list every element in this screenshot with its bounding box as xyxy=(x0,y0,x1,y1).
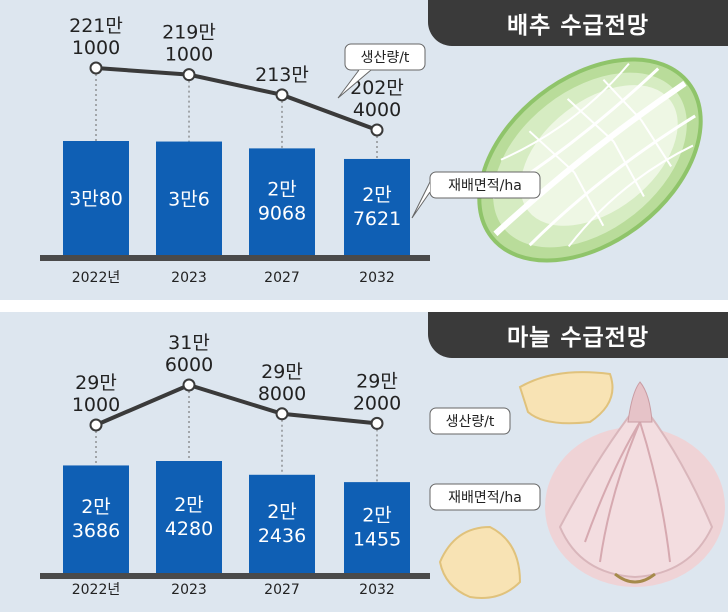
year-label: 2032 xyxy=(359,582,395,598)
production-callout-pointer xyxy=(337,69,372,99)
production-point xyxy=(370,416,384,430)
production-label: 219만 xyxy=(162,22,216,44)
production-label: 6000 xyxy=(165,354,213,376)
production-label: 8000 xyxy=(258,383,306,405)
chart-baseline xyxy=(40,255,430,261)
production-label: 1000 xyxy=(72,394,120,416)
production-label: 2000 xyxy=(353,392,401,414)
year-label: 2027 xyxy=(264,270,300,286)
production-label: 1000 xyxy=(72,37,120,59)
year-label: 2027 xyxy=(264,582,300,598)
production-point xyxy=(89,61,103,75)
year-label: 2032 xyxy=(359,270,395,286)
bar-label: 3만6 xyxy=(168,188,210,210)
production-callout xyxy=(429,407,511,435)
bar-label: 2만 xyxy=(81,496,111,518)
bar-label: 3만80 xyxy=(69,188,123,210)
production-point xyxy=(182,68,196,82)
cabbage-panel: 3만80 2022년 3만6 2023 2만 9068 2027 2만 7621 2032 221만… xyxy=(0,0,728,300)
bar-label: 2만 xyxy=(267,501,297,523)
bar-2022년 xyxy=(63,465,129,573)
production-label: 29만 xyxy=(261,361,303,383)
production-legend: 생산량/t xyxy=(446,414,495,430)
year-label: 2022년 xyxy=(72,582,121,598)
bar-2027 xyxy=(249,474,315,573)
cabbage-title: 배추 수급전망 xyxy=(428,0,728,46)
garlic-title: 마늘 수급전망 xyxy=(428,312,728,358)
production-point xyxy=(182,378,196,392)
bar-label: 2만 xyxy=(362,505,392,527)
garlic-illustration xyxy=(438,371,725,599)
bar-label: 3686 xyxy=(72,520,120,542)
bar-label: 2436 xyxy=(258,525,306,547)
production-line xyxy=(95,382,378,427)
year-label: 2023 xyxy=(171,582,207,598)
year-label: 2023 xyxy=(171,270,207,286)
production-callout xyxy=(344,43,426,71)
bar-label: 2만 xyxy=(267,179,297,201)
area-legend: 재배면적/ha xyxy=(448,490,522,506)
bar-2022년 xyxy=(63,141,129,255)
production-label: 1000 xyxy=(165,44,213,66)
production-label: 4000 xyxy=(353,99,401,121)
bar-label: 7621 xyxy=(353,208,401,230)
bar-label: 4280 xyxy=(165,518,213,540)
area-legend: 재배면적/ha xyxy=(448,178,522,194)
garlic-chart: 2만36862022년2만428020232만243620272만1455203… xyxy=(40,332,725,599)
cabbage-chart: 3만802022년3만620232만906820272만76212032221만… xyxy=(40,15,703,286)
year-label: 2022년 xyxy=(72,270,121,286)
area-callout-pointer xyxy=(411,181,431,219)
production-label: 202만 xyxy=(350,77,404,99)
production-label: 29만 xyxy=(75,372,117,394)
production-point xyxy=(275,407,289,421)
production-label: 221만 xyxy=(69,15,123,37)
bar-2023 xyxy=(156,461,222,573)
production-point xyxy=(89,418,103,432)
bar-2032 xyxy=(344,158,410,255)
bar-2027 xyxy=(249,148,315,255)
cabbage-illustration xyxy=(477,57,703,263)
production-label: 31만 xyxy=(168,332,210,354)
panel-separator xyxy=(0,300,728,312)
production-label: 29만 xyxy=(356,370,398,392)
bar-label: 1455 xyxy=(353,529,401,551)
bar-2032 xyxy=(344,482,410,573)
production-point xyxy=(275,88,289,102)
chart-baseline xyxy=(40,573,430,579)
production-label: 213만 xyxy=(255,64,309,86)
production-point xyxy=(370,123,384,137)
production-legend: 생산량/t xyxy=(361,50,410,66)
area-callout xyxy=(429,483,541,511)
bar-label: 2만 xyxy=(174,494,204,516)
bar-label: 9068 xyxy=(258,203,306,225)
bar-label: 2만 xyxy=(362,184,392,206)
production-line xyxy=(95,66,378,132)
bar-2023 xyxy=(156,141,222,255)
garlic-panel: 2만 3686 2022년 2만 4280 2023 2만 2436 2027 2만 1455 203… xyxy=(0,312,728,612)
